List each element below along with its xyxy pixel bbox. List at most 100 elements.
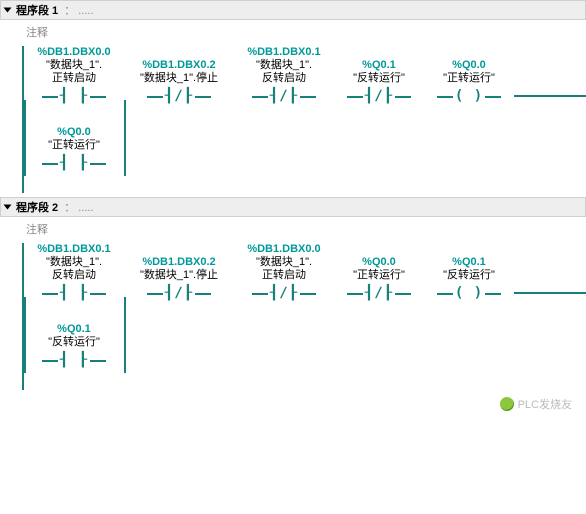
address: %Q0.1 xyxy=(48,323,100,336)
element-labels: %Q0.0"正转运行" xyxy=(48,126,100,152)
element-labels: %DB1.DBX0.2"数据块_1".停止 xyxy=(140,59,218,85)
branch-wire-v2 xyxy=(124,100,126,176)
address: %DB1.DBX0.2 xyxy=(140,256,218,269)
rung-main-row: %DB1.DBX0.1"数据块_1".反转启动┨ ┠%DB1.DBX0.2"数据… xyxy=(22,243,586,303)
collapse-icon[interactable] xyxy=(4,205,12,210)
no-symbol: ┨ ┠ xyxy=(58,88,90,104)
coil: %Q0.0"正转运行" ( ) xyxy=(424,59,514,106)
no-contact: %DB1.DBX0.0"数据块_1".正转启动 ┨ ┠ xyxy=(24,46,124,106)
element-labels: %Q0.1"反转运行" xyxy=(353,59,405,85)
rung-main-row: %DB1.DBX0.0"数据块_1".正转启动┨ ┠%DB1.DBX0.2"数据… xyxy=(22,46,586,106)
element-graphic: ┨ ┠ xyxy=(24,350,124,370)
watermark-text: PLC发烧友 xyxy=(518,396,572,412)
network: 程序段 2： .....注释%DB1.DBX0.1"数据块_1".反转启动┨ ┠… xyxy=(0,197,586,390)
network-title: 程序段 2 xyxy=(16,199,58,215)
element-graphic: ┨∕┠ xyxy=(234,283,334,303)
nc-contact: %Q0.0"正转运行" ┨∕┠ xyxy=(334,256,424,303)
network-comment: 注释 xyxy=(0,20,586,46)
element-labels: %DB1.DBX0.0"数据块_1".正转启动 xyxy=(37,46,110,85)
network-dots: ： ..... xyxy=(64,199,93,215)
symbol-line1: "正转运行" xyxy=(353,269,405,282)
rung-area: %DB1.DBX0.0"数据块_1".正转启动┨ ┠%DB1.DBX0.2"数据… xyxy=(0,46,586,193)
address: %Q0.0 xyxy=(443,59,495,72)
symbol-line1: "数据块_1". xyxy=(247,59,320,72)
element-labels: %Q0.1"反转运行" xyxy=(48,323,100,349)
element-graphic: ┨∕┠ xyxy=(334,86,424,106)
symbol-line1: "数据块_1".停止 xyxy=(140,269,218,282)
nc-contact: %DB1.DBX0.2"数据块_1".停止 ┨∕┠ xyxy=(124,59,234,106)
no-symbol: ┨ ┠ xyxy=(58,352,90,368)
address: %Q0.1 xyxy=(353,59,405,72)
element-graphic: ( ) xyxy=(424,283,514,303)
element-labels: %DB1.DBX0.1"数据块_1".反转启动 xyxy=(247,46,320,85)
symbol-line1: "反转运行" xyxy=(48,336,100,349)
network-comment: 注释 xyxy=(0,217,586,243)
symbol-line2: 正转启动 xyxy=(37,72,110,85)
no-contact: %Q0.0"正转运行" ┨ ┠ xyxy=(24,126,124,173)
rung-branch-row: %Q0.0"正转运行" ┨ ┠ xyxy=(22,126,586,173)
element-labels: %DB1.DBX0.0"数据块_1".正转启动 xyxy=(247,243,320,282)
wechat-icon xyxy=(500,397,514,411)
symbol-line2: 反转启动 xyxy=(247,72,320,85)
rung-branch-row: %Q0.1"反转运行" ┨ ┠ xyxy=(22,323,586,370)
element-labels: %DB1.DBX0.1"数据块_1".反转启动 xyxy=(37,243,110,282)
address: %DB1.DBX0.0 xyxy=(247,243,320,256)
address: %DB1.DBX0.1 xyxy=(37,243,110,256)
address: %Q0.0 xyxy=(48,126,100,139)
symbol-line1: "反转运行" xyxy=(353,72,405,85)
element-graphic: ┨ ┠ xyxy=(24,86,124,106)
address: %DB1.DBX0.0 xyxy=(37,46,110,59)
nc-symbol: ┨∕┠ xyxy=(268,88,300,104)
symbol-line1: "正转运行" xyxy=(48,139,100,152)
address: %DB1.DBX0.1 xyxy=(247,46,320,59)
no-symbol: ┨ ┠ xyxy=(58,285,90,301)
nc-contact: %DB1.DBX0.2"数据块_1".停止 ┨∕┠ xyxy=(124,256,234,303)
no-contact: %Q0.1"反转运行" ┨ ┠ xyxy=(24,323,124,370)
network-header[interactable]: 程序段 2 ： ..... xyxy=(0,197,586,217)
nc-symbol: ┨∕┠ xyxy=(363,88,395,104)
element-graphic: ┨∕┠ xyxy=(124,86,234,106)
nc-symbol: ┨∕┠ xyxy=(163,285,195,301)
branch-wire-v2 xyxy=(124,297,126,373)
no-contact: %DB1.DBX0.1"数据块_1".反转启动 ┨ ┠ xyxy=(24,243,124,303)
symbol-line1: "数据块_1". xyxy=(247,256,320,269)
element-labels: %Q0.1"反转运行" xyxy=(443,256,495,282)
symbol-line1: "正转运行" xyxy=(443,72,495,85)
nc-contact: %DB1.DBX0.1"数据块_1".反转启动 ┨∕┠ xyxy=(234,46,334,106)
element-graphic: ┨ ┠ xyxy=(24,153,124,173)
element-graphic: ┨∕┠ xyxy=(234,86,334,106)
element-graphic: ┨ ┠ xyxy=(24,283,124,303)
coil-symbol: ( ) xyxy=(453,88,485,104)
element-labels: %Q0.0"正转运行" xyxy=(443,59,495,85)
network-title: 程序段 1 xyxy=(16,2,58,18)
address: %DB1.DBX0.2 xyxy=(140,59,218,72)
wire xyxy=(514,95,586,97)
element-graphic: ┨∕┠ xyxy=(334,283,424,303)
address: %Q0.1 xyxy=(443,256,495,269)
address: %Q0.0 xyxy=(353,256,405,269)
watermark: PLC发烧友 xyxy=(0,396,586,412)
network: 程序段 1： .....注释%DB1.DBX0.0"数据块_1".正转启动┨ ┠… xyxy=(0,0,586,193)
collapse-icon[interactable] xyxy=(4,8,12,13)
nc-symbol: ┨∕┠ xyxy=(363,285,395,301)
element-labels: %DB1.DBX0.2"数据块_1".停止 xyxy=(140,256,218,282)
coil: %Q0.1"反转运行"( ) xyxy=(424,256,514,303)
symbol-line1: "数据块_1". xyxy=(37,59,110,72)
no-symbol: ┨ ┠ xyxy=(58,155,90,171)
nc-contact: %DB1.DBX0.0"数据块_1".正转启动 ┨∕┠ xyxy=(234,243,334,303)
symbol-line1: "反转运行" xyxy=(443,269,495,282)
element-labels: %Q0.0"正转运行" xyxy=(353,256,405,282)
rung: %DB1.DBX0.1"数据块_1".反转启动┨ ┠%DB1.DBX0.2"数据… xyxy=(22,243,586,390)
symbol-line1: "数据块_1".停止 xyxy=(140,72,218,85)
element-graphic: ( ) xyxy=(424,86,514,106)
network-header[interactable]: 程序段 1 ： ..... xyxy=(0,0,586,20)
rung: %DB1.DBX0.0"数据块_1".正转启动┨ ┠%DB1.DBX0.2"数据… xyxy=(22,46,586,193)
symbol-line2: 正转启动 xyxy=(247,269,320,282)
network-dots: ： ..... xyxy=(64,2,93,18)
nc-symbol: ┨∕┠ xyxy=(268,285,300,301)
element-graphic: ┨∕┠ xyxy=(124,283,234,303)
symbol-line1: "数据块_1". xyxy=(37,256,110,269)
symbol-line2: 反转启动 xyxy=(37,269,110,282)
nc-contact: %Q0.1"反转运行" ┨∕┠ xyxy=(334,59,424,106)
nc-symbol: ┨∕┠ xyxy=(163,88,195,104)
